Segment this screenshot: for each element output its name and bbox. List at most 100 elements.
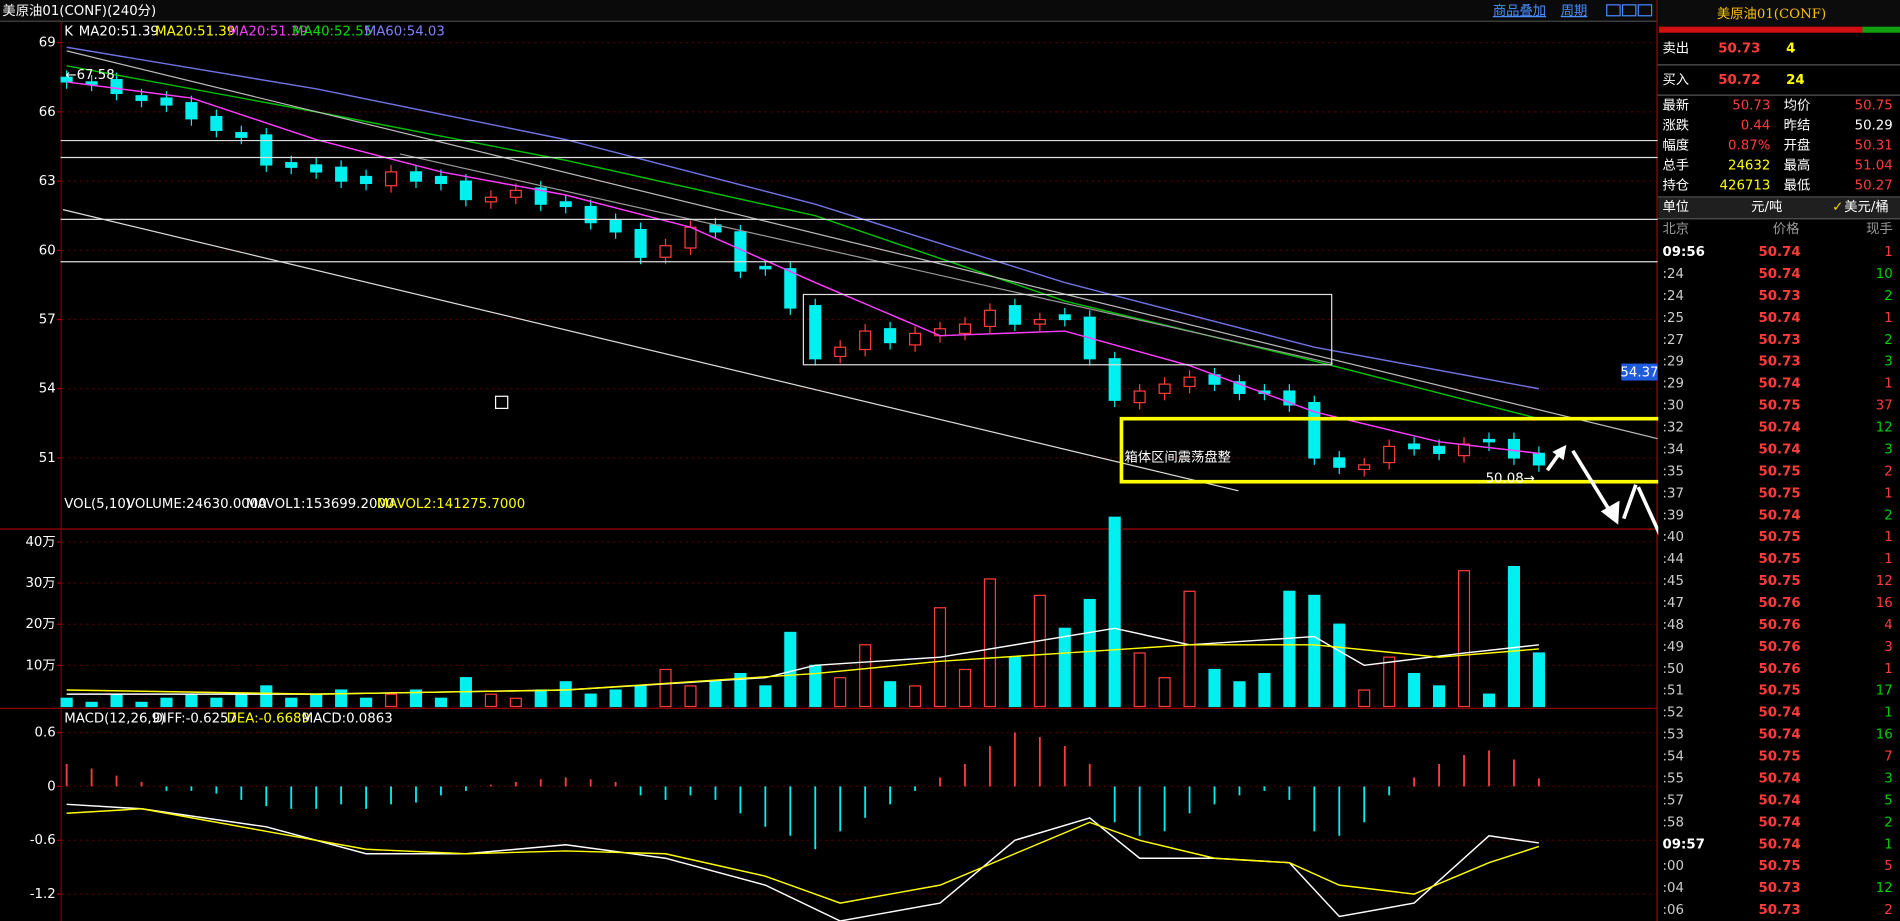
window-button[interactable] bbox=[1621, 4, 1637, 17]
volume-bar bbox=[1183, 590, 1196, 708]
tick-price: 50.73 bbox=[1759, 355, 1801, 370]
indicator-line bbox=[66, 808, 1540, 904]
tick-volume: 2 bbox=[1884, 333, 1892, 348]
quote-price: 50.72 bbox=[1718, 73, 1760, 88]
unit-option[interactable]: 美元/桶 bbox=[1844, 199, 1888, 215]
tick-time: :57 bbox=[1663, 793, 1684, 808]
low-label: 50.08→ bbox=[1486, 472, 1535, 487]
candle-body bbox=[1408, 443, 1421, 450]
tick-volume: 16 bbox=[1876, 728, 1893, 743]
tick-volume: 4 bbox=[1884, 618, 1892, 633]
price-tag-text: 54.37 bbox=[1620, 366, 1658, 381]
candle-body bbox=[859, 330, 872, 351]
legend-entry: VOL(5,10) bbox=[64, 497, 131, 512]
tick-time: :32 bbox=[1663, 421, 1684, 436]
tick-time: :54 bbox=[1663, 750, 1684, 765]
volume-bar bbox=[1258, 672, 1271, 708]
candle-body bbox=[1433, 445, 1446, 454]
stat-value: 50.27 bbox=[1855, 178, 1893, 193]
window-button[interactable] bbox=[1606, 4, 1621, 17]
tick-volume: 2 bbox=[1884, 815, 1892, 830]
box-caption: 箱体区间震荡盘整 bbox=[1124, 449, 1231, 466]
tick-volume: 12 bbox=[1876, 574, 1893, 589]
unit-option[interactable]: 元/吨 bbox=[1751, 199, 1782, 215]
tick-time: :04 bbox=[1663, 881, 1684, 896]
volume-bar bbox=[85, 701, 98, 708]
volume-bar bbox=[559, 681, 572, 708]
candle-body bbox=[484, 196, 497, 203]
candle-body bbox=[834, 346, 847, 358]
period-link[interactable]: 周期 bbox=[1561, 3, 1588, 19]
volume-bar bbox=[1482, 693, 1496, 708]
tick-price: 50.73 bbox=[1759, 333, 1801, 348]
tick-price: 50.74 bbox=[1759, 508, 1801, 523]
y-tick-label: 0.6 bbox=[35, 726, 56, 741]
toolbar-title: 美原油01(CONF)(240分) bbox=[2, 3, 156, 19]
candle-body bbox=[983, 309, 996, 328]
volume-bar bbox=[1507, 566, 1521, 708]
volume-bar bbox=[634, 685, 647, 708]
tick-price: 50.73 bbox=[1759, 881, 1801, 896]
volume-bar bbox=[1532, 652, 1545, 708]
unit-row bbox=[1658, 197, 1900, 219]
volume-bar bbox=[260, 685, 273, 708]
tick-volume: 2 bbox=[1884, 289, 1892, 304]
tick-price: 50.75 bbox=[1759, 859, 1801, 874]
tick-volume: 3 bbox=[1884, 442, 1892, 457]
candle-body bbox=[1183, 376, 1196, 388]
volume-bar bbox=[60, 697, 73, 708]
candle-body bbox=[384, 171, 398, 187]
tick-volume: 2 bbox=[1884, 464, 1892, 479]
price-tag bbox=[1621, 363, 1658, 381]
stat-label: 均价 bbox=[1784, 97, 1811, 113]
drawings bbox=[60, 50, 1670, 492]
candle-body bbox=[1233, 381, 1246, 394]
y-tick-label: 30万 bbox=[25, 576, 55, 591]
stat-label: 最新 bbox=[1663, 97, 1690, 113]
tick-volume: 3 bbox=[1884, 771, 1892, 786]
tick-volume: 10 bbox=[1876, 267, 1893, 282]
high-label: ←67.58 bbox=[65, 68, 114, 83]
candle-body bbox=[684, 226, 697, 249]
tick-volume: 37 bbox=[1876, 399, 1893, 414]
legend-entry: MACD(12,26,9) bbox=[64, 712, 165, 727]
tick-price: 50.73 bbox=[1759, 903, 1801, 918]
stat-value: 51.04 bbox=[1855, 158, 1893, 173]
legend-entry: MA40:52.55 bbox=[292, 25, 372, 40]
candle-body bbox=[210, 115, 223, 131]
strip bbox=[1862, 26, 1900, 33]
tick-time: :50 bbox=[1663, 662, 1684, 677]
arrow bbox=[1545, 452, 1561, 472]
volume-bar bbox=[235, 693, 248, 708]
tick-time: :29 bbox=[1663, 377, 1684, 392]
candle-body bbox=[958, 323, 972, 334]
candle-body bbox=[584, 205, 597, 224]
tick-price: 50.74 bbox=[1759, 245, 1801, 260]
volume-bar bbox=[434, 697, 448, 708]
candle-body bbox=[1383, 445, 1396, 464]
volume-bar bbox=[1283, 590, 1296, 708]
candle-body bbox=[1308, 401, 1321, 459]
tick-volume: 2 bbox=[1884, 903, 1892, 918]
overlay-link[interactable]: 商品叠加 bbox=[1493, 3, 1546, 19]
tick-price: 50.76 bbox=[1759, 596, 1801, 611]
volume-bar bbox=[1133, 652, 1146, 708]
volume-bar bbox=[584, 693, 597, 708]
candle-body bbox=[609, 219, 622, 233]
indicator-line bbox=[66, 81, 1539, 455]
candle-body bbox=[335, 166, 348, 182]
quote-title: 美原油01(CONF) bbox=[1717, 6, 1826, 22]
tick-price: 50.75 bbox=[1759, 464, 1801, 479]
tick-time: :39 bbox=[1663, 508, 1684, 523]
unit-label: 单位 bbox=[1663, 199, 1690, 215]
volume-bar bbox=[1083, 598, 1096, 708]
volume-bar bbox=[110, 693, 123, 708]
y-tick-label: 63 bbox=[39, 174, 56, 189]
candle-body bbox=[1532, 452, 1545, 466]
volume-bar bbox=[1233, 681, 1246, 708]
tick-time: :47 bbox=[1663, 596, 1684, 611]
tick-volume: 1 bbox=[1884, 706, 1892, 721]
volume-bar bbox=[784, 631, 797, 708]
window-button[interactable] bbox=[1637, 4, 1653, 17]
